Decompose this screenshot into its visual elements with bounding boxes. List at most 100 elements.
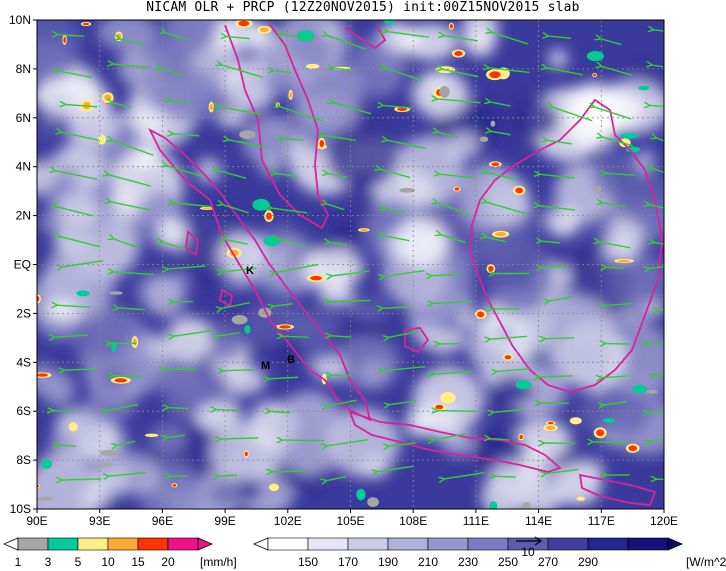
wind-vector	[547, 36, 571, 38]
wind-vector	[57, 71, 93, 79]
wind-vector	[326, 399, 357, 406]
figure-title: NICAM OLR + PRCP (12Z20NOV2015) init:00Z…	[146, 0, 580, 15]
wind-vector	[544, 338, 575, 339]
wind-vector	[107, 403, 139, 410]
olr-cloud-patch	[332, 218, 362, 250]
olr-colorbar-label: 210	[418, 555, 438, 569]
precip-core	[63, 36, 67, 44]
wind-vector	[112, 64, 149, 69]
precip-cell	[231, 314, 248, 325]
wind-vector	[493, 408, 523, 412]
wind-vector	[331, 375, 352, 376]
precip-core	[289, 91, 293, 99]
wind-vector	[443, 471, 485, 479]
precip-cell	[645, 389, 658, 394]
y-tick-label: EQ	[14, 258, 31, 272]
wind-vector	[538, 376, 573, 377]
wind-vector	[489, 438, 510, 440]
precip-core	[495, 232, 507, 237]
olr-cloud-patch	[217, 109, 246, 128]
wind-vector	[58, 445, 76, 446]
precip-core	[265, 212, 272, 220]
wind-vector	[57, 35, 85, 37]
olr-cloud-patch	[73, 167, 102, 191]
olr-cloud-patch	[195, 401, 243, 433]
y-tick-label: 4S	[16, 355, 31, 369]
wind-vector	[539, 174, 575, 179]
x-tick-label: 102E	[274, 514, 302, 528]
precip-core	[477, 311, 485, 318]
precip-cell	[399, 187, 415, 193]
olr-cloud-patch	[396, 215, 447, 268]
wind-vector	[113, 376, 144, 377]
wind-vector	[606, 267, 625, 268]
x-tick-label: 105E	[336, 514, 364, 528]
olr-cloud-patch	[393, 136, 464, 207]
olr-cloud-patch	[427, 76, 446, 88]
wind-vector	[54, 335, 88, 337]
wind-vector	[654, 370, 664, 375]
precip-cell	[522, 501, 531, 509]
wind-vector	[61, 479, 102, 480]
precip-core	[572, 418, 580, 424]
wind-vector	[546, 68, 583, 76]
latitude-axis: 10N 8N 6N 4N 2N EQ 2S 4S 6S 8S 10S	[9, 13, 37, 516]
y-tick-label: 10N	[9, 13, 31, 27]
precip-colorbar-unit: [mm/h]	[200, 555, 237, 569]
precip-colorbar-label: 3	[45, 555, 52, 569]
wind-vector	[649, 438, 664, 441]
olr-cloud-patch	[71, 314, 132, 359]
precip-cell	[356, 488, 366, 501]
wind-vector	[273, 302, 293, 307]
x-tick-label: 90E	[26, 514, 47, 528]
wind-vectors	[52, 30, 664, 481]
wind-vector	[652, 168, 664, 174]
precip-cell	[515, 380, 532, 390]
wind-vector	[601, 66, 633, 76]
wind-vector	[119, 39, 143, 46]
wind-vector	[545, 468, 579, 473]
wind-vector	[65, 104, 98, 108]
wind-vector	[165, 32, 187, 41]
wind-vector	[548, 296, 573, 301]
wind-vector	[221, 302, 250, 309]
wind-vector	[437, 203, 471, 216]
y-tick-label: 8N	[16, 62, 31, 76]
precip-core	[104, 94, 112, 102]
wind-vector	[173, 329, 212, 337]
coastline-borneo	[469, 98, 663, 393]
precip-core	[319, 139, 325, 148]
wind-vector	[166, 435, 186, 437]
precip-core	[310, 275, 322, 281]
precip-core	[270, 485, 278, 490]
wind-vector	[439, 174, 477, 179]
wind-vector	[331, 270, 370, 276]
place-labels: K M B	[246, 265, 295, 372]
coastline-mid-island	[218, 288, 234, 308]
wind-vector	[647, 342, 664, 344]
precip-core	[454, 187, 460, 191]
olr-cloud-patch	[134, 147, 160, 169]
precip-core	[628, 445, 638, 452]
coastline-north-island	[344, 27, 387, 50]
olr-colorbar-label: 270	[538, 555, 558, 569]
olr-cloud-patch	[41, 370, 76, 406]
wind-vector	[605, 303, 633, 305]
precip-colorbar-label: 15	[131, 555, 145, 569]
wind-vector	[388, 442, 417, 446]
wind-vector	[270, 411, 291, 412]
olr-cloud-patch	[553, 464, 602, 506]
wind-vector	[489, 335, 528, 339]
x-tick-label: 114E	[525, 514, 552, 528]
wind-vector	[108, 175, 152, 187]
wind-vector	[52, 411, 74, 412]
olr-cloud-patch	[479, 364, 502, 387]
olr-cloud-patch	[273, 390, 346, 476]
wind-vector	[268, 377, 299, 379]
precip-core	[489, 71, 501, 79]
olr-cloud-patch	[236, 473, 262, 503]
olr-colorbar-swatch	[427, 537, 469, 551]
precip-core	[308, 64, 317, 68]
x-tick-label: 96E	[152, 514, 173, 528]
wind-vector	[64, 369, 96, 370]
